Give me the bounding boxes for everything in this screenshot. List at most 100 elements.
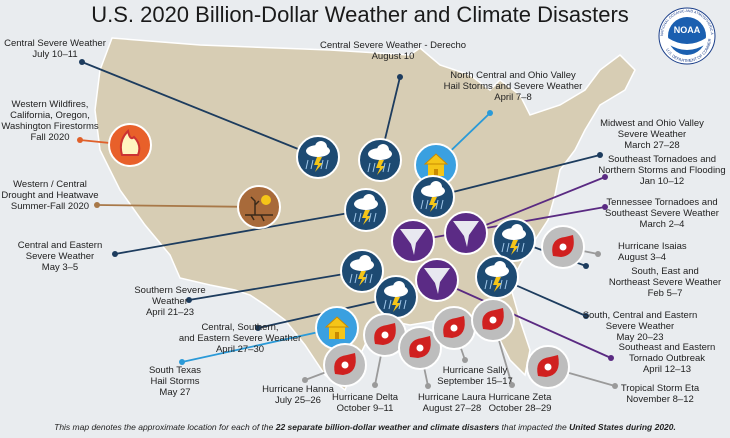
- label-line: Hurricane Hanna: [262, 384, 335, 395]
- connector-dot: [397, 74, 403, 80]
- event-icon: [108, 123, 152, 167]
- event-icon: [296, 135, 340, 179]
- event-label: North Central and Ohio Valley Hail Storms…: [444, 70, 583, 103]
- rain: [310, 159, 314, 170]
- rain: [349, 273, 353, 284]
- label-line: Hurricane Isaias: [618, 241, 687, 252]
- label-line: November 8–12: [626, 394, 694, 405]
- rain: [516, 242, 520, 253]
- event-label: Tennessee Tornadoes and Southeast Severe …: [605, 197, 719, 230]
- connector-dot: [112, 251, 118, 257]
- connector: [181, 327, 338, 363]
- cloud: [430, 181, 442, 193]
- rain: [499, 279, 503, 290]
- rain: [521, 242, 525, 253]
- cloud: [494, 261, 506, 273]
- event-icon: [323, 343, 367, 387]
- event-label: Hurricane Isaias August 3–4: [618, 241, 687, 263]
- event-icon: [414, 143, 458, 187]
- event-icon: [340, 249, 384, 293]
- label-line: South, East and: [631, 266, 699, 277]
- cloud: [377, 144, 389, 156]
- rain: [373, 212, 377, 223]
- event-label: Southeast Tornadoes and Northern Storms a…: [598, 154, 725, 187]
- bolt: [510, 240, 519, 255]
- rain: [425, 199, 429, 210]
- label-line: May 27: [159, 387, 190, 398]
- rain: [320, 159, 324, 170]
- rain: [489, 279, 493, 290]
- door: [335, 332, 339, 339]
- label-line: October 28–29: [489, 403, 552, 414]
- event-icon: [415, 258, 459, 302]
- label-line: Jan 10–12: [640, 176, 684, 187]
- event-icon: [237, 185, 281, 229]
- connector: [188, 270, 363, 301]
- event-label: Midwest and Ohio Valley Severe Weather Mar…: [600, 118, 704, 151]
- connector-dot: [255, 325, 261, 331]
- event-icon: [526, 345, 570, 389]
- rain: [353, 212, 357, 223]
- label-line: Severe Weather: [26, 251, 94, 262]
- rain: [367, 162, 371, 173]
- rain: [388, 299, 392, 310]
- event-label: Southeast and Eastern Tornado Outbreak Apr…: [619, 342, 716, 375]
- labels: Central Severe Weather July 10–11 Central …: [1, 38, 725, 414]
- cracks: [245, 196, 273, 222]
- connector-dot: [583, 263, 589, 269]
- eye: [416, 344, 424, 352]
- footnote: This map denotes the approximate locatio…: [54, 422, 676, 432]
- label-line: Southeast and Eastern: [619, 342, 716, 353]
- footnote-part: United States during 2020.: [569, 422, 676, 432]
- event-label: South, Central and Eastern Severe Weather…: [583, 310, 698, 343]
- bolt: [362, 210, 371, 225]
- rain: [325, 159, 329, 170]
- event-icon: [391, 219, 435, 263]
- event-label: Central Severe Weather - Derecho August 1…: [320, 40, 466, 62]
- connector-dot: [487, 110, 493, 116]
- funnel: [424, 268, 450, 294]
- connector-dot: [595, 251, 601, 257]
- flame: [119, 128, 141, 156]
- connector-dot: [79, 59, 85, 65]
- rain: [506, 242, 510, 253]
- cloud: [363, 194, 375, 206]
- funnel: [453, 221, 479, 247]
- label-line: March 2–4: [640, 219, 685, 230]
- connector-dot: [608, 355, 614, 361]
- event-icon: [411, 175, 455, 219]
- event-icon: [471, 298, 515, 342]
- connector-dot: [597, 152, 603, 158]
- label-line: Northeast Severe Weather: [609, 277, 721, 288]
- rain: [501, 242, 505, 253]
- label-line: July 25–26: [275, 395, 321, 406]
- label-line: August 3–4: [618, 252, 666, 263]
- roof: [324, 316, 350, 328]
- bolt: [493, 277, 502, 292]
- footnote-part: that impacted the: [499, 422, 569, 432]
- connector-dot: [94, 202, 100, 208]
- connector-dot: [602, 204, 608, 210]
- label-line: Tropical Storm Eta: [621, 383, 700, 394]
- connector-dot: [186, 297, 192, 303]
- rain: [364, 273, 368, 284]
- label-line: California, Oregon,: [10, 110, 90, 121]
- label-line: South Texas: [149, 365, 201, 376]
- eye: [341, 361, 349, 369]
- connector-dot: [372, 382, 378, 388]
- event-label: Tropical Storm Eta November 8–12: [621, 383, 700, 405]
- logo-acronym: NOAA: [674, 25, 701, 35]
- eye: [544, 363, 552, 371]
- event-label: Central Severe Weather July 10–11: [4, 38, 106, 60]
- bolt: [314, 157, 323, 172]
- event-label: Western / Central Drought and Heatwave Sum…: [1, 179, 98, 212]
- door: [434, 169, 438, 176]
- label-line: May 20–23: [616, 332, 663, 343]
- icon-disc: [237, 185, 281, 229]
- event-label: Southern Severe Weather April 21–23: [134, 285, 205, 318]
- bolt: [358, 271, 367, 286]
- connector: [432, 154, 601, 198]
- bolt: [376, 160, 385, 175]
- label-line: September 15–17: [437, 376, 513, 387]
